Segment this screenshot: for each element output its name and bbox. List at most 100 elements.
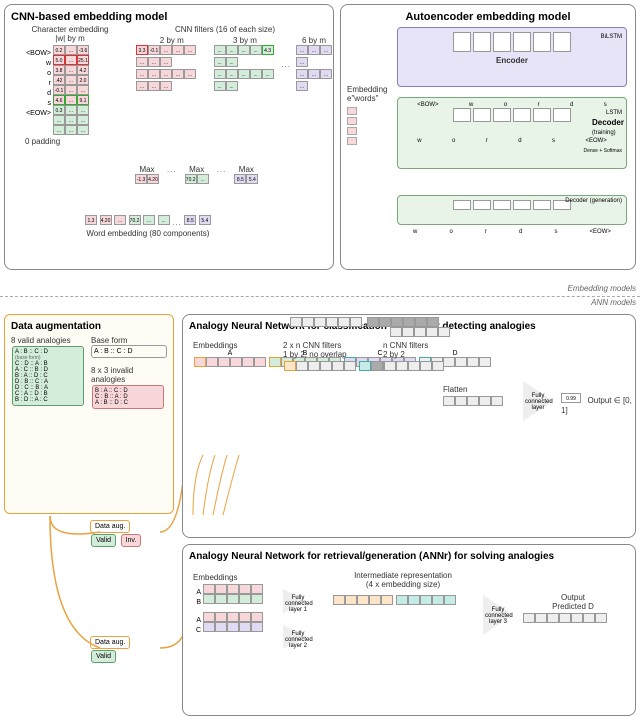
dense-label: Dense + Softmax: [584, 148, 623, 154]
cell: ...: [172, 69, 184, 79]
char: r: [486, 138, 488, 144]
lstm-cell: [453, 200, 471, 210]
cell: 1.3: [85, 215, 97, 225]
char: s: [552, 138, 555, 144]
cnn-panel: CNN-based embedding model Character embe…: [4, 4, 334, 270]
encoder-label: Encoder: [402, 56, 622, 65]
cell: ...: [250, 45, 262, 55]
cell: [203, 622, 215, 632]
cell: ...: [320, 69, 332, 79]
cell: ...: [148, 69, 160, 79]
cell: [347, 117, 357, 125]
output-val: 0.99: [561, 393, 581, 403]
max-label: Max: [185, 165, 209, 174]
cell: [227, 612, 239, 622]
char: <EOW>: [590, 229, 611, 235]
cell: [347, 127, 357, 135]
flatten-label: Flatten: [443, 385, 503, 394]
cell: ...: [136, 57, 148, 67]
aug-panel: Data augmentation 8 valid analogies A : …: [4, 314, 174, 514]
char: d: [518, 138, 521, 144]
cell: [479, 357, 491, 367]
max-label: Max: [234, 165, 258, 174]
trapezoid-icon: Fully connected layer 1: [283, 589, 307, 613]
filter-size-2: 2 by m: [135, 36, 209, 45]
decoder-label: Decoder(training): [592, 118, 624, 136]
filters-label: CNN filters (16 of each size): [135, 25, 315, 34]
pad-cell: ...: [53, 125, 65, 135]
annr-embed-block: Embeddings A B A C: [193, 573, 263, 632]
cell: ...: [308, 45, 320, 55]
char-embed-dim: |w| by m: [25, 34, 115, 43]
cell: ...: [184, 45, 196, 55]
cell: [396, 361, 408, 371]
cell: [227, 594, 239, 604]
cell: 5.4: [199, 215, 211, 225]
gen-label: Decoder (generation): [565, 198, 622, 204]
cell: ...: [160, 57, 172, 67]
filter-col-2: 2 by m 3.3-0.1.................. .......…: [135, 36, 209, 93]
cell: ...: [160, 45, 172, 55]
cell: [467, 357, 479, 367]
cell: 25.1: [77, 55, 89, 65]
lstm-cell: [553, 32, 571, 52]
dots: ...: [167, 165, 177, 184]
cell: [583, 613, 595, 623]
cell: [206, 357, 218, 367]
cell: [320, 361, 332, 371]
cell: [547, 613, 559, 623]
cell: .42: [53, 75, 65, 85]
cell: [308, 361, 320, 371]
cell: [357, 595, 369, 605]
cell: [269, 357, 281, 367]
cell: ...: [226, 69, 238, 79]
gen-chars: words<EOW>: [397, 229, 627, 235]
cell: [414, 327, 426, 337]
cell: 4.3: [262, 45, 274, 55]
pad-cell: ...: [65, 125, 77, 135]
cnn-filters-block: CNN filters (16 of each size) 2 by m 3.3…: [135, 25, 333, 93]
cell: [215, 612, 227, 622]
cell: [239, 594, 251, 604]
base-label: Base form: [91, 336, 167, 345]
cell: [215, 622, 227, 632]
cell: 5.0: [53, 55, 65, 65]
cell: [384, 361, 396, 371]
cell: [390, 327, 402, 337]
cell: [403, 317, 415, 327]
cell: [369, 595, 381, 605]
char: <BOW>: [417, 102, 438, 108]
embed-sub: e"words": [347, 94, 391, 103]
max-block-3: Max 8.55.4: [234, 165, 258, 184]
lstm-cell: [453, 32, 471, 52]
cell: [344, 361, 356, 371]
cell: ...: [114, 215, 126, 225]
fc3-label: Fully connected layer 3: [485, 607, 511, 625]
cell: [239, 622, 251, 632]
valid-block: 8 valid analogies A : B :: C : D (base f…: [11, 336, 87, 410]
filter-size-3: 3 by m: [213, 36, 278, 45]
cell: ...: [160, 81, 172, 91]
lstm-cell: [513, 200, 531, 210]
cell: 70.2: [129, 215, 141, 225]
cell: ...: [296, 57, 308, 67]
cell: [284, 361, 296, 371]
filter-size-6: 6 by m: [295, 36, 333, 45]
cell: ...: [308, 69, 320, 79]
cell: ...: [148, 81, 160, 91]
cell: [215, 594, 227, 604]
cell: ...: [184, 69, 196, 79]
cell: [345, 595, 357, 605]
cell: 5.4: [246, 174, 258, 184]
cell: [203, 594, 215, 604]
cell: ...: [226, 57, 238, 67]
cell: [251, 622, 263, 632]
fc-label: Fully connected layer: [525, 393, 551, 411]
valid-btn: Valid: [91, 534, 116, 547]
cell: [227, 584, 239, 594]
cell: ...: [197, 174, 209, 184]
annc-flatten: Flatten: [443, 385, 503, 406]
lstm-cell: [473, 200, 491, 210]
aug-btn: Data aug.: [90, 520, 130, 533]
cell: ...: [77, 85, 89, 95]
